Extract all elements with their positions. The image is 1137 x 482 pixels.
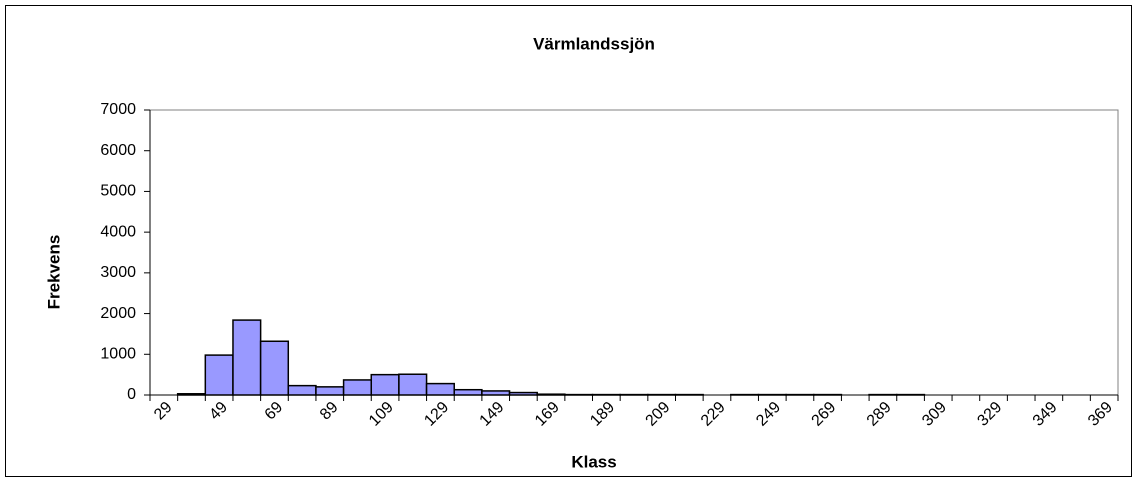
y-tick-label: 1000 <box>100 346 136 363</box>
y-tick-label: 7000 <box>100 101 136 118</box>
bar <box>315 386 345 396</box>
bar <box>342 379 373 396</box>
y-tick-label: 6000 <box>100 142 136 159</box>
y-axis-title: Frekvens <box>44 235 63 310</box>
x-axis-title: Klass <box>571 452 616 471</box>
y-tick-label: 2000 <box>100 305 136 322</box>
chart-frame <box>5 5 1132 477</box>
bar <box>370 373 400 396</box>
y-tick-label: 0 <box>127 386 136 403</box>
y-tick-label: 5000 <box>100 183 136 200</box>
y-tick-label: 3000 <box>100 264 136 281</box>
bar <box>259 340 290 396</box>
bar <box>287 384 317 396</box>
bar <box>481 390 511 396</box>
bar <box>204 354 234 396</box>
bar <box>398 373 428 396</box>
bar <box>425 382 455 396</box>
y-tick-label: 4000 <box>100 223 136 240</box>
bar <box>453 388 483 396</box>
chart-title: Värmlandssjön <box>533 34 655 53</box>
bar <box>232 319 262 396</box>
